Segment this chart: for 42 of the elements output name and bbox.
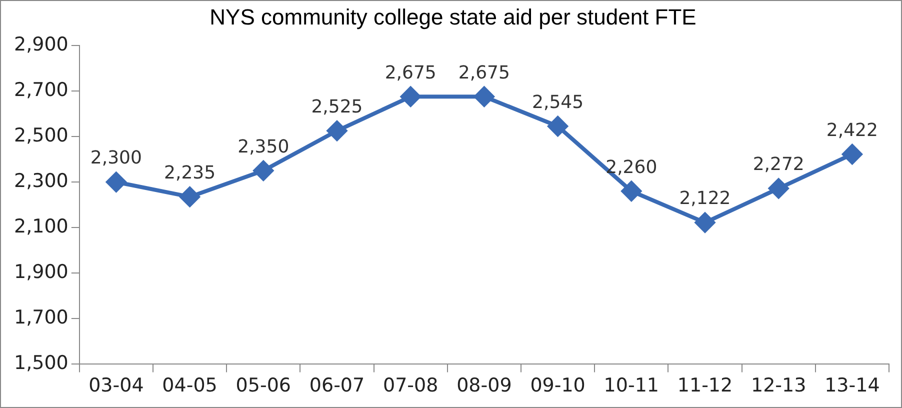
- x-tick-label: 08-09: [456, 374, 512, 397]
- point: [768, 178, 789, 198]
- point: [180, 186, 200, 207]
- point: [695, 212, 715, 233]
- y-tick-label: 2,300: [14, 170, 68, 192]
- y-tick-label: 1,500: [14, 352, 68, 374]
- point: [106, 172, 126, 192]
- x-tick-label: 04-05: [162, 374, 218, 397]
- x-tick-label: 03-04: [88, 374, 144, 397]
- point: [842, 144, 862, 164]
- data-label: 2,545: [532, 92, 584, 113]
- data-label: 2,260: [606, 156, 658, 178]
- point: [253, 160, 274, 181]
- data-label: 2,675: [384, 62, 436, 84]
- data-label: 2,525: [311, 96, 363, 118]
- data-label: 2,122: [679, 188, 731, 210]
- x-tick-label: 12-13: [750, 374, 806, 397]
- y-tick-label: 2,100: [14, 216, 68, 238]
- chart-title: NYS community college state aid per student FTE: [210, 4, 696, 30]
- point: [326, 120, 347, 141]
- point: [400, 86, 421, 107]
- x-tick-label: 05-06: [236, 374, 292, 397]
- point: [548, 116, 568, 136]
- point: [621, 181, 642, 202]
- data-label: 2,350: [238, 136, 290, 158]
- data-label: 2,300: [90, 148, 142, 169]
- y-tick-label: 2,900: [14, 33, 68, 56]
- y-tick-label: 1,700: [14, 306, 68, 329]
- x-tick-label: 10-11: [604, 374, 660, 397]
- x-tick-label: 11-12: [677, 374, 733, 397]
- y-tick-label: 1,900: [14, 261, 68, 284]
- x-tick-label: 13-14: [824, 374, 880, 397]
- data-label: 2,235: [164, 162, 216, 184]
- y-tick-label: 2,500: [14, 124, 68, 146]
- point: [474, 86, 494, 107]
- x-tick-label: 09-10: [530, 374, 586, 397]
- x-tick-label: 07-08: [382, 374, 438, 397]
- data-label: 2,675: [458, 62, 510, 84]
- x-tick-label: 06-07: [309, 374, 365, 397]
- data-label: 2,272: [752, 154, 804, 176]
- data-label: 2,422: [826, 120, 878, 141]
- y-tick-label: 2,700: [14, 78, 68, 101]
